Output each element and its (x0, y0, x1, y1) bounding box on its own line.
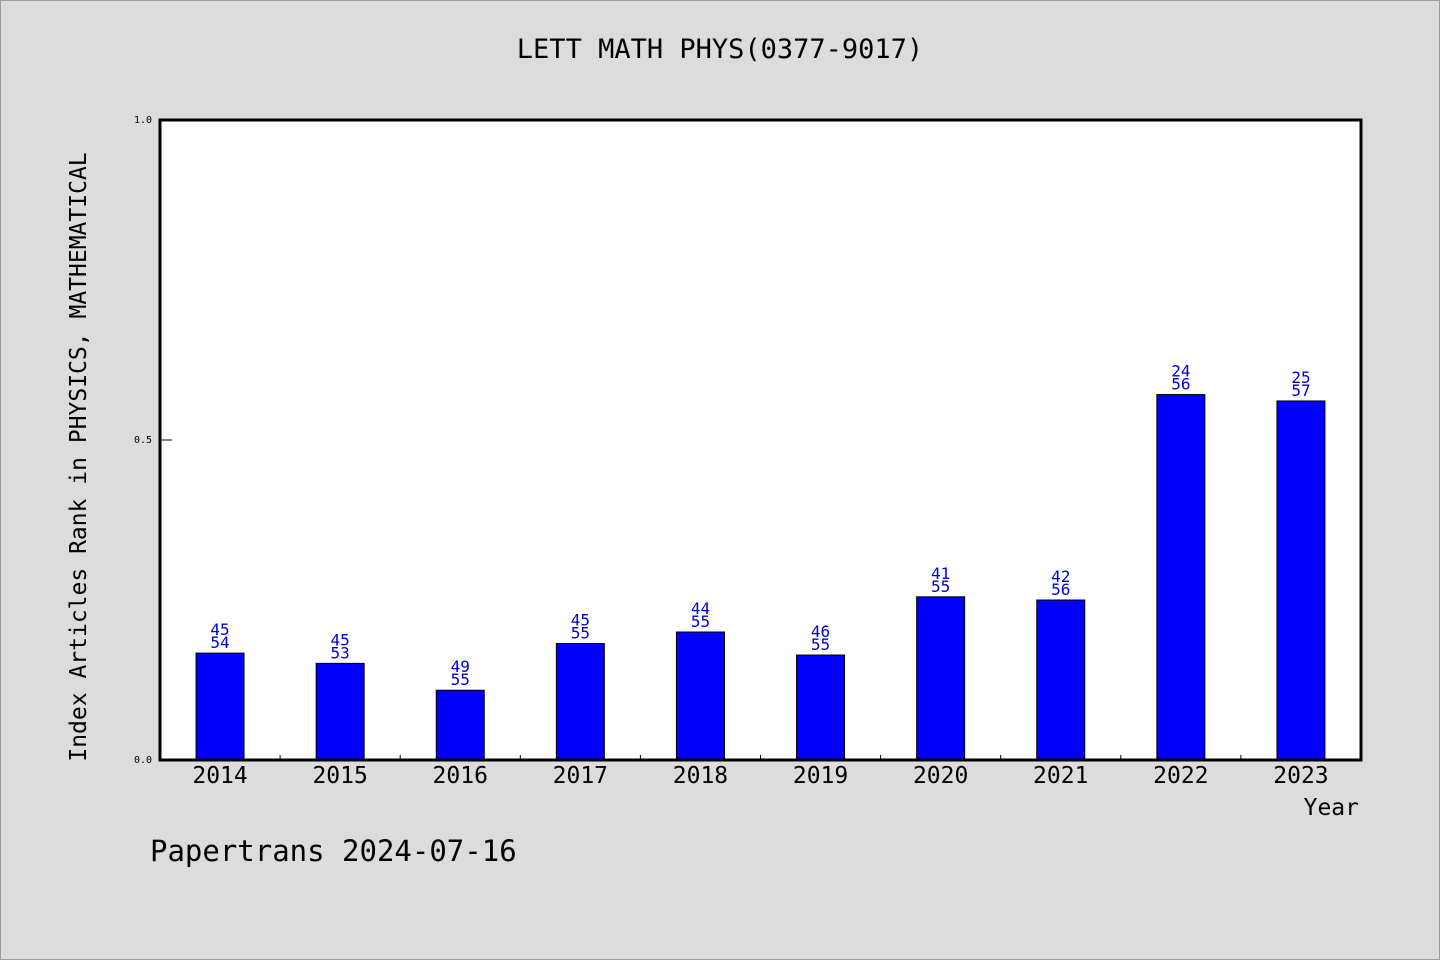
data-label-top-2020: 41 (931, 564, 950, 583)
y-tick-label: 0.0 (134, 755, 152, 766)
x-tick-label-2017: 2017 (553, 763, 608, 789)
data-label-bottom-2015: 53 (331, 643, 350, 662)
x-tick-label-2020: 2020 (913, 763, 968, 789)
data-label-bottom-2018: 55 (691, 612, 710, 631)
data-label-top-2019: 46 (811, 622, 830, 641)
x-tick-label-2022: 2022 (1153, 763, 1208, 789)
bar-2014 (195, 652, 245, 761)
data-label-bottom-2020: 55 (931, 577, 950, 596)
x-tick-label-2014: 2014 (192, 763, 247, 789)
bar-2022 (1156, 394, 1206, 761)
data-label-top-2023: 25 (1291, 368, 1310, 387)
bar-2018 (675, 631, 725, 761)
bar-2020 (916, 596, 966, 761)
y-tick-label: 0.5 (134, 435, 152, 446)
x-tick-label-2021: 2021 (1033, 763, 1088, 789)
data-label-bottom-2016: 55 (451, 670, 470, 689)
data-label-top-2022: 24 (1171, 362, 1190, 381)
bar-2015 (315, 662, 365, 761)
x-tick-label-2018: 2018 (673, 763, 728, 789)
data-label-top-2015: 45 (331, 630, 350, 649)
chart-title: LETT MATH PHYS(0377-9017) (516, 34, 924, 65)
data-label-top-2016: 49 (451, 657, 470, 676)
data-label-bottom-2019: 55 (811, 635, 830, 654)
bar-2023 (1276, 400, 1326, 761)
x-tick-label-2023: 2023 (1273, 763, 1328, 789)
x-axis-label: Year (1303, 795, 1359, 821)
bar-2019 (796, 654, 846, 761)
data-label-bottom-2014: 54 (210, 633, 229, 652)
data-label-top-2017: 45 (571, 611, 590, 630)
data-label-bottom-2021: 56 (1051, 580, 1070, 599)
data-label-bottom-2022: 56 (1171, 375, 1190, 394)
plot-border (158, 118, 1363, 762)
y-tick-label: 1.0 (134, 115, 152, 126)
bar-2017 (555, 643, 605, 761)
data-label-bottom-2017: 55 (571, 624, 590, 643)
x-tick-label-2015: 2015 (312, 763, 367, 789)
bar-2016 (435, 689, 485, 761)
footer-source: Papertrans 2024-07-16 (150, 834, 517, 868)
data-label-top-2014: 45 (210, 620, 229, 639)
data-label-top-2021: 42 (1051, 567, 1070, 586)
data-label-top-2018: 44 (691, 599, 710, 618)
x-tick-label-2016: 2016 (433, 763, 488, 789)
bar-2021 (1036, 599, 1086, 761)
x-tick-label-2019: 2019 (793, 763, 848, 789)
data-label-bottom-2023: 57 (1291, 381, 1310, 400)
